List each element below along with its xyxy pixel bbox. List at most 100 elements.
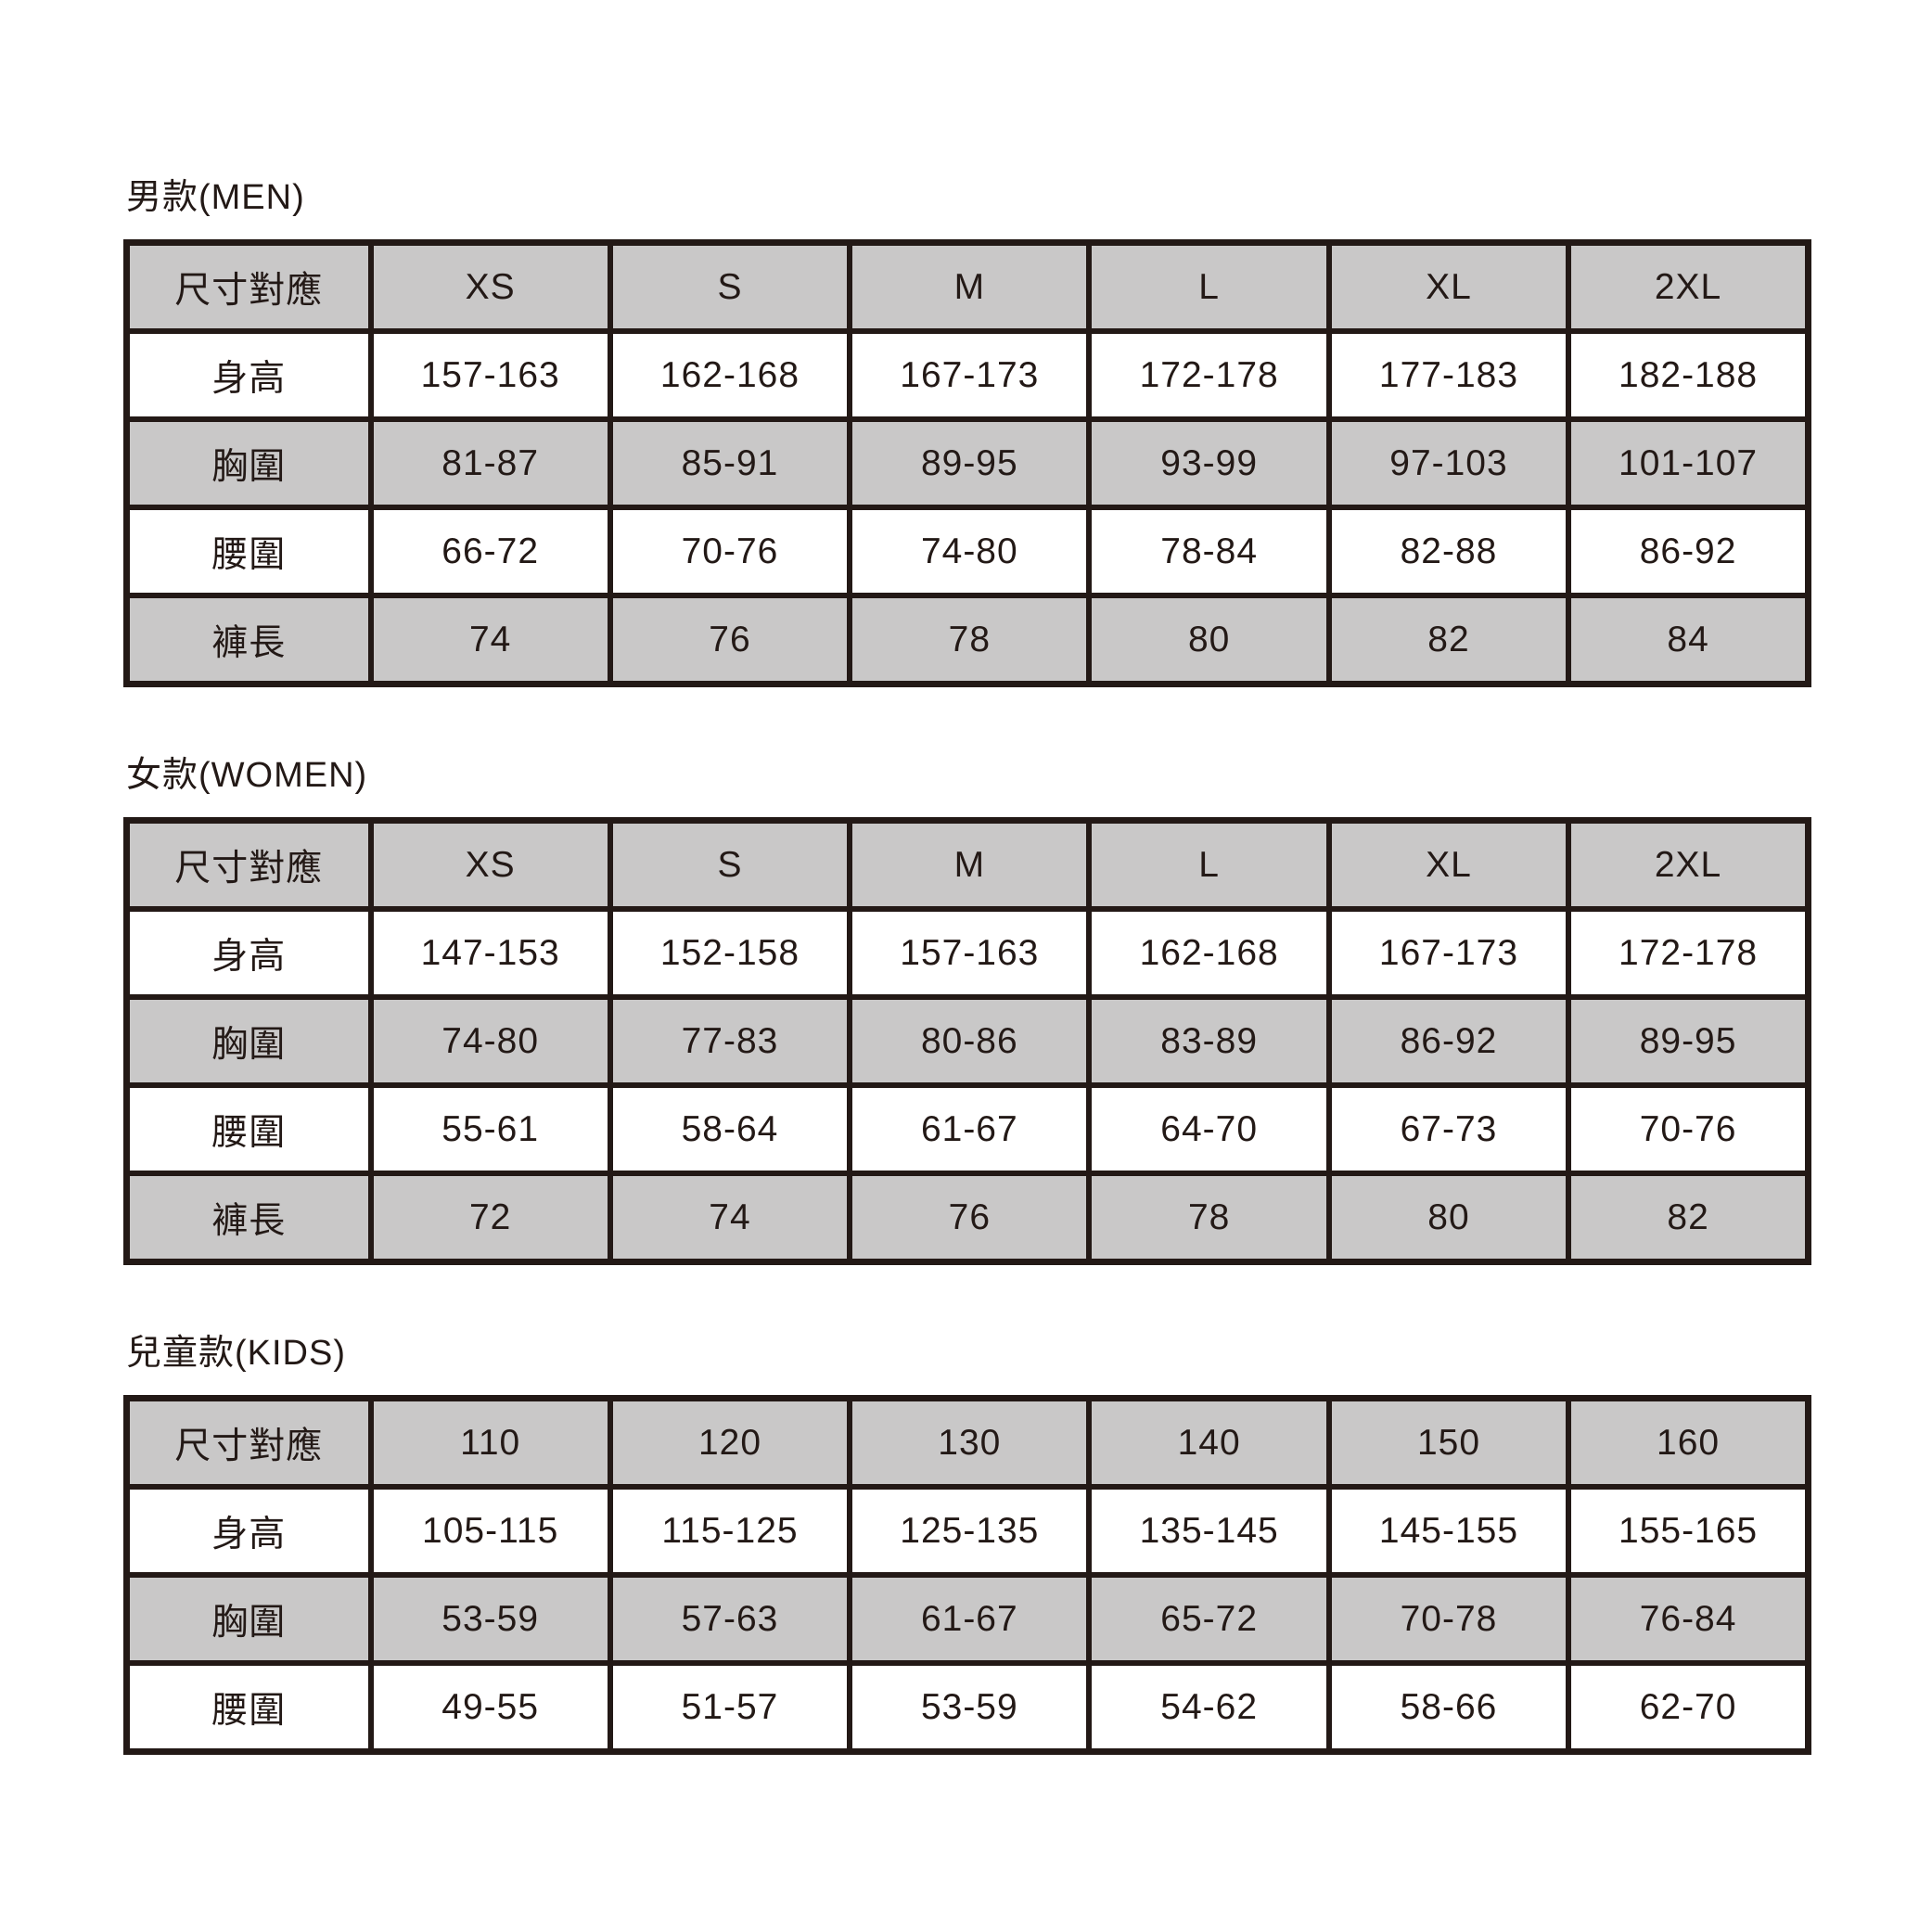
size-column-header: S	[607, 817, 853, 912]
measurement-row: 胸圍 74-80 77-83 80-86 83-89 86-92 89-95	[123, 994, 1811, 1088]
row-label-cell: 身高	[123, 906, 374, 1000]
size-table-section: 男款(MEN) 尺寸對應 XS S M L XL 2XL 身高 157-163 162-168 167…	[123, 176, 1811, 687]
measurement-row: 身高 105-115 115-125 125-135 135-145 145-155 155…	[123, 1484, 1811, 1578]
value-cell: 72	[367, 1171, 613, 1265]
row-label-cell: 腰圍	[123, 1660, 374, 1755]
value-cell: 67-73	[1325, 1082, 1572, 1176]
measurement-row: 胸圍 81-87 85-91 89-95 93-99 97-103 101-107	[123, 416, 1811, 510]
value-cell: 84	[1566, 593, 1811, 687]
value-cell: 105-115	[367, 1484, 613, 1578]
size-column-header: XL	[1325, 239, 1572, 334]
value-cell: 76	[847, 1171, 1093, 1265]
size-column-header: 110	[367, 1395, 613, 1490]
corner-header-cell: 尺寸對應	[123, 239, 374, 334]
size-column-header: M	[847, 239, 1093, 334]
value-cell: 89-95	[847, 416, 1093, 510]
value-cell: 74	[367, 593, 613, 687]
value-cell: 77-83	[607, 994, 853, 1088]
row-label-cell: 胸圍	[123, 1572, 374, 1666]
size-table: 尺寸對應 XS S M L XL 2XL 身高 147-153 152-158 157-163 162…	[123, 817, 1811, 1265]
measurement-row: 腰圍 55-61 58-64 61-67 64-70 67-73 70-76	[123, 1082, 1811, 1176]
value-cell: 80	[1325, 1171, 1572, 1265]
value-cell: 80-86	[847, 994, 1093, 1088]
row-label-cell: 身高	[123, 1484, 374, 1578]
row-label-cell: 胸圍	[123, 994, 374, 1088]
value-cell: 61-67	[847, 1572, 1093, 1666]
value-cell: 152-158	[607, 906, 853, 1000]
size-header-row: 尺寸對應 XS S M L XL 2XL	[123, 239, 1811, 334]
value-cell: 78-84	[1086, 505, 1332, 598]
corner-header-cell: 尺寸對應	[123, 817, 374, 912]
value-cell: 58-64	[607, 1082, 853, 1176]
value-cell: 64-70	[1086, 1082, 1332, 1176]
value-cell: 82	[1566, 1171, 1811, 1265]
size-column-header: M	[847, 817, 1093, 912]
measurement-row: 身高 147-153 152-158 157-163 162-168 167-173 172…	[123, 906, 1811, 1000]
size-table-section: 女款(WOMEN) 尺寸對應 XS S M L XL 2XL 身高 147-153 152-158 1…	[123, 754, 1811, 1265]
value-cell: 172-178	[1086, 328, 1332, 422]
value-cell: 101-107	[1566, 416, 1811, 510]
row-label-cell: 胸圍	[123, 416, 374, 510]
value-cell: 135-145	[1086, 1484, 1332, 1578]
measurement-row: 腰圍 66-72 70-76 74-80 78-84 82-88 86-92	[123, 505, 1811, 598]
size-header-row: 尺寸對應 110 120 130 140 150 160	[123, 1395, 1811, 1490]
measurement-row: 胸圍 53-59 57-63 61-67 65-72 70-78 76-84	[123, 1572, 1811, 1666]
measurement-row: 褲長 74 76 78 80 82 84	[123, 593, 1811, 687]
value-cell: 177-183	[1325, 328, 1572, 422]
size-column-header: 2XL	[1566, 817, 1811, 912]
value-cell: 82-88	[1325, 505, 1572, 598]
size-column-header: 130	[847, 1395, 1093, 1490]
value-cell: 145-155	[1325, 1484, 1572, 1578]
size-column-header: L	[1086, 239, 1332, 334]
value-cell: 54-62	[1086, 1660, 1332, 1755]
value-cell: 93-99	[1086, 416, 1332, 510]
value-cell: 66-72	[367, 505, 613, 598]
value-cell: 78	[847, 593, 1093, 687]
row-label-cell: 褲長	[123, 1171, 374, 1265]
size-column-header: XS	[367, 817, 613, 912]
value-cell: 157-163	[367, 328, 613, 422]
value-cell: 61-67	[847, 1082, 1093, 1176]
value-cell: 55-61	[367, 1082, 613, 1176]
measurement-row: 褲長 72 74 76 78 80 82	[123, 1171, 1811, 1265]
value-cell: 86-92	[1325, 994, 1572, 1088]
size-column-header: 160	[1566, 1395, 1811, 1490]
value-cell: 85-91	[607, 416, 853, 510]
value-cell: 157-163	[847, 906, 1093, 1000]
value-cell: 51-57	[607, 1660, 853, 1755]
value-cell: 97-103	[1325, 416, 1572, 510]
value-cell: 70-76	[607, 505, 853, 598]
row-label-cell: 褲長	[123, 593, 374, 687]
value-cell: 125-135	[847, 1484, 1093, 1578]
value-cell: 74	[607, 1171, 853, 1265]
value-cell: 76-84	[1566, 1572, 1811, 1666]
size-column-header: 150	[1325, 1395, 1572, 1490]
value-cell: 49-55	[367, 1660, 613, 1755]
size-column-header: S	[607, 239, 853, 334]
value-cell: 182-188	[1566, 328, 1811, 422]
value-cell: 62-70	[1566, 1660, 1811, 1755]
value-cell: 115-125	[607, 1484, 853, 1578]
value-cell: 167-173	[1325, 906, 1572, 1000]
value-cell: 53-59	[367, 1572, 613, 1666]
value-cell: 58-66	[1325, 1660, 1572, 1755]
value-cell: 147-153	[367, 906, 613, 1000]
size-column-header: L	[1086, 817, 1332, 912]
size-column-header: 2XL	[1566, 239, 1811, 334]
value-cell: 74-80	[367, 994, 613, 1088]
value-cell: 53-59	[847, 1660, 1093, 1755]
value-cell: 172-178	[1566, 906, 1811, 1000]
value-cell: 65-72	[1086, 1572, 1332, 1666]
row-label-cell: 腰圍	[123, 1082, 374, 1176]
value-cell: 70-78	[1325, 1572, 1572, 1666]
size-column-header: 140	[1086, 1395, 1332, 1490]
row-label-cell: 腰圍	[123, 505, 374, 598]
value-cell: 80	[1086, 593, 1332, 687]
value-cell: 57-63	[607, 1572, 853, 1666]
table-title: 兒童款(KIDS)	[126, 1334, 347, 1373]
value-cell: 81-87	[367, 416, 613, 510]
corner-header-cell: 尺寸對應	[123, 1395, 374, 1490]
size-column-header: XL	[1325, 817, 1572, 912]
size-column-header: 120	[607, 1395, 853, 1490]
